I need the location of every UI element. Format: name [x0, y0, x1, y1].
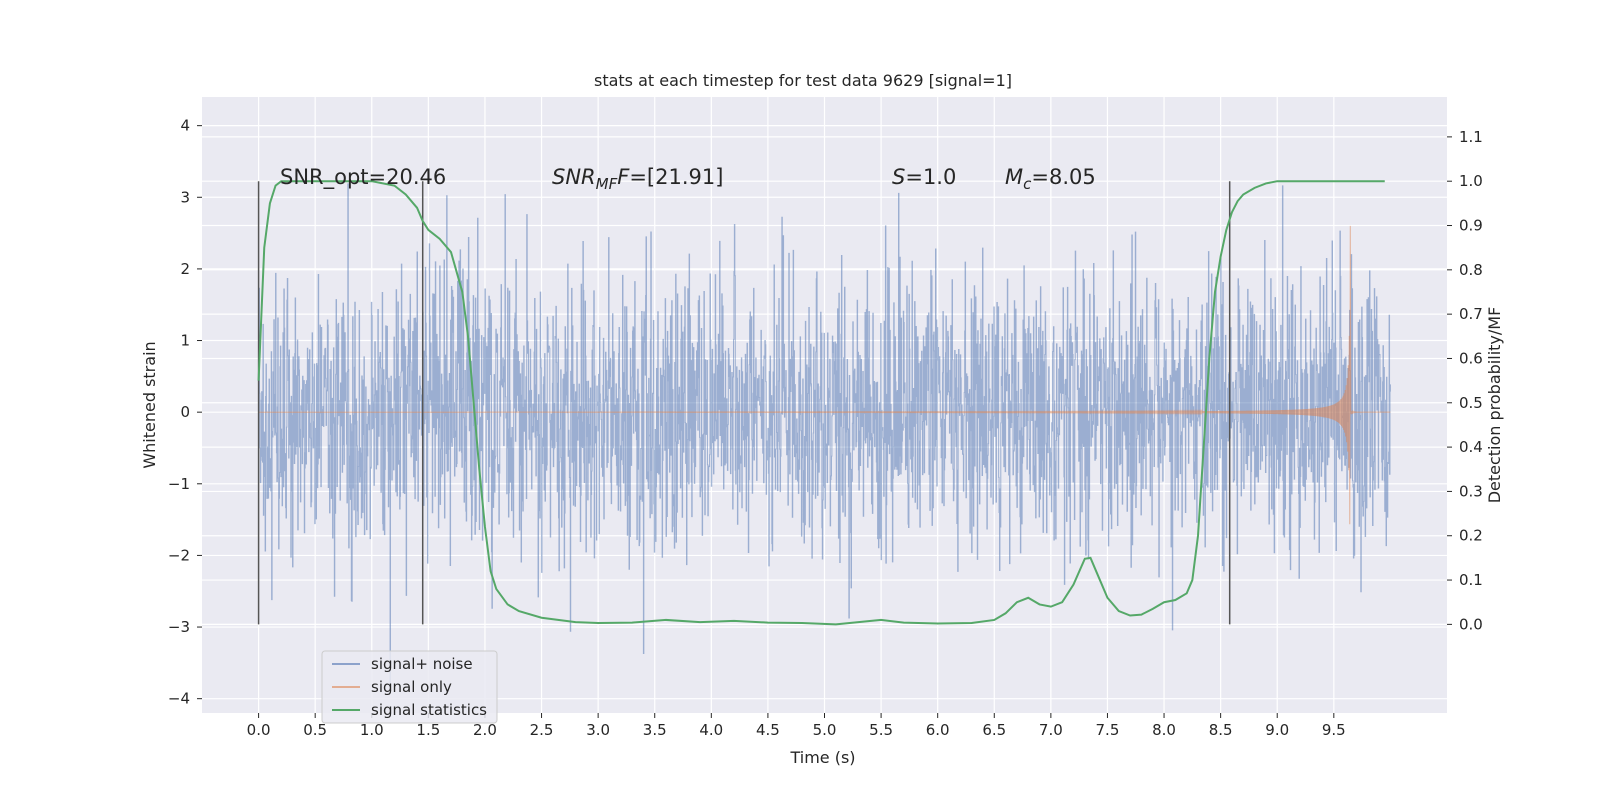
x-tick-label: 2.0	[473, 721, 497, 739]
x-tick-label: 3.5	[643, 721, 667, 739]
y-tick-label: −2	[168, 546, 190, 564]
vertical-markers	[257, 181, 1231, 625]
y-tick-label: −1	[168, 475, 190, 493]
annotation-s: S=1.0	[892, 165, 956, 189]
x-tick-label: 0.5	[303, 721, 327, 739]
x-tick-label: 8.0	[1152, 721, 1176, 739]
x-tick-label: 1.0	[360, 721, 384, 739]
y2-axis-label: Detection probability/MF	[1485, 307, 1504, 504]
legend-label-noise: signal+ noise	[371, 655, 473, 673]
legend-box	[321, 650, 498, 724]
chart-title: stats at each timestep for test data 962…	[594, 71, 1012, 90]
legend: signal+ noise signal only signal statist…	[321, 650, 498, 724]
x-axis-ticks: 0.0 0.5 1.0 1.5 2.0 2.5 3.0 3.5 4.0 4.5 5.0 5.5 6.0 6…	[247, 713, 1346, 739]
annotation-mc: Mc=8.05	[1005, 165, 1096, 193]
y2-tick-label: 0.4	[1459, 438, 1483, 456]
y2-tick-label: 0.7	[1459, 305, 1483, 323]
y2-tick-label: 1.0	[1459, 172, 1483, 190]
y2-tick-label: 1.1	[1459, 128, 1483, 146]
y-tick-label: 1	[180, 332, 190, 350]
x-tick-label: 7.5	[1096, 721, 1120, 739]
legend-label-signal: signal only	[371, 678, 452, 696]
y-tick-label: −3	[168, 618, 190, 636]
x-tick-label: 3.0	[586, 721, 610, 739]
y-tick-label: 4	[180, 117, 190, 135]
x-tick-label: 4.5	[756, 721, 780, 739]
annotations: SNR_opt=20.46 SNRMFF=[21.91] S=1.0 Mc=8.…	[280, 165, 1096, 193]
y2-axis-ticks: 0.0 0.1 0.2 0.3 0.4 0.5 0.6 0.7 0.8 0.9 1.0 1.1	[1447, 128, 1483, 633]
y-axis-label: Whitened strain	[140, 341, 159, 468]
y-tick-label: 3	[180, 188, 190, 206]
x-tick-label: 2.5	[530, 721, 554, 739]
x-tick-label: 0.0	[247, 721, 271, 739]
x-tick-label: 5.0	[813, 721, 837, 739]
annotation-snr-mf: SNRMFF=[21.91]	[552, 165, 723, 193]
x-tick-label: 8.5	[1209, 721, 1233, 739]
legend-label-stat: signal statistics	[371, 701, 487, 719]
x-tick-label: 1.5	[416, 721, 440, 739]
x-tick-label: 7.0	[1039, 721, 1063, 739]
y-tick-label: 0	[180, 403, 190, 421]
x-tick-label: 6.5	[982, 721, 1006, 739]
x-tick-label: 9.5	[1322, 721, 1346, 739]
y-tick-label: −4	[168, 690, 190, 708]
x-tick-label: 9.0	[1265, 721, 1289, 739]
y-tick-label: 2	[180, 260, 190, 278]
y2-tick-label: 0.3	[1459, 482, 1483, 500]
y2-tick-label: 0.1	[1459, 571, 1483, 589]
y2-tick-label: 0.8	[1459, 261, 1483, 279]
y2-tick-label: 0.5	[1459, 394, 1483, 412]
y2-tick-label: 0.6	[1459, 349, 1483, 367]
x-tick-label: 5.5	[869, 721, 893, 739]
annotation-snr-opt: SNR_opt=20.46	[280, 165, 446, 190]
y2-tick-label: 0.2	[1459, 527, 1483, 545]
series-signal-only	[258, 225, 1391, 525]
y2-tick-label: 0.9	[1459, 217, 1483, 235]
series-signal-statistics	[257, 180, 1385, 626]
series-signal-noise	[258, 183, 1391, 688]
x-axis-label: Time (s)	[789, 748, 855, 767]
y-axis-ticks: −4 −3 −2 −1 0 1 2 3 4	[168, 117, 202, 708]
x-tick-label: 4.0	[699, 721, 723, 739]
x-tick-label: 6.0	[926, 721, 950, 739]
plot-series	[257, 180, 1391, 688]
y2-tick-label: 0.0	[1459, 615, 1483, 633]
